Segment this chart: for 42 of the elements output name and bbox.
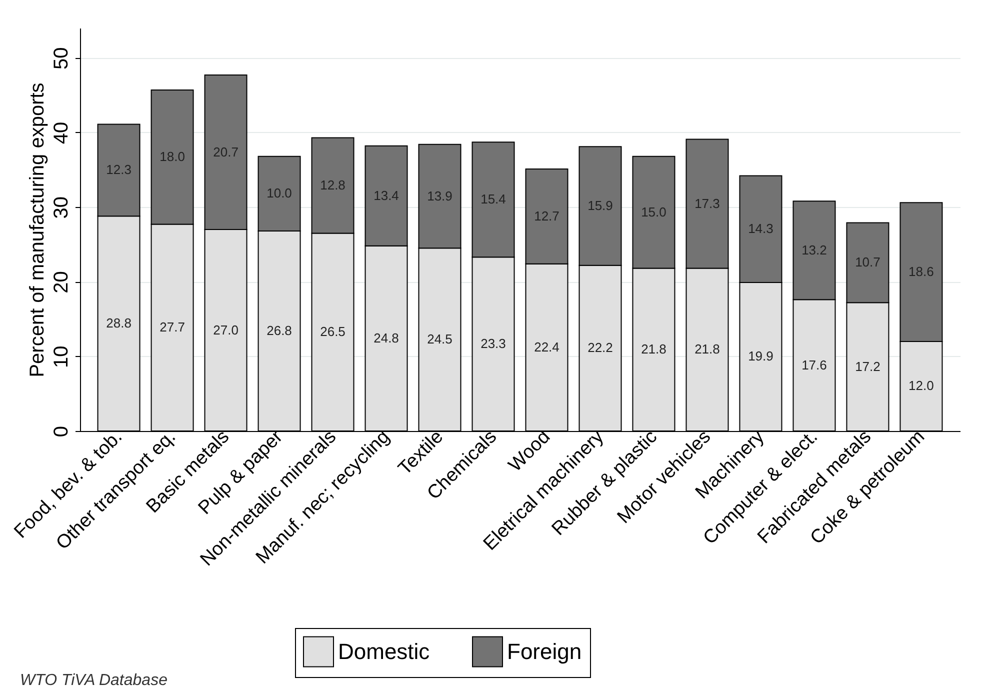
data-label: 13.4: [374, 188, 399, 203]
data-label: 13.9: [427, 188, 452, 204]
y-axis-title: Percent of manufacturing exports: [26, 82, 48, 378]
y-tick-label: 40: [50, 122, 72, 144]
data-label: 17.6: [802, 357, 827, 372]
data-label: 15.9: [588, 198, 613, 213]
data-label: 17.2: [855, 358, 880, 374]
data-label: 28.8: [106, 316, 132, 331]
data-label: 12.0: [908, 378, 934, 394]
data-label: 26.8: [266, 322, 292, 338]
data-label: 12.3: [106, 162, 132, 178]
data-label: 21.8: [641, 342, 666, 357]
data-label: 24.5: [427, 332, 452, 347]
data-label: 27.0: [213, 322, 238, 338]
y-tick-label: 30: [50, 196, 72, 219]
y-tick-label: 10: [50, 346, 72, 368]
data-label: 12.7: [534, 208, 560, 224]
data-label: 18.6: [908, 264, 934, 280]
data-label: 14.3: [748, 221, 774, 236]
y-tick-label: 50: [50, 47, 72, 70]
data-label: 26.5: [320, 324, 346, 340]
data-label: 22.4: [534, 339, 560, 354]
y-tick-label: 0: [50, 426, 72, 438]
data-label: 15.0: [641, 204, 666, 220]
data-label: 18.0: [160, 149, 185, 164]
data-label: 23.3: [480, 336, 506, 352]
data-label: 27.7: [160, 320, 185, 335]
data-label: 10.7: [855, 254, 880, 270]
legend-label: Domestic: [338, 638, 430, 664]
data-label: 15.4: [480, 192, 506, 207]
text: WTO TiVA Database: [20, 672, 168, 690]
y-tick-label: 20: [50, 271, 72, 294]
data-label: 19.9: [748, 348, 774, 364]
data-label: 13.2: [802, 242, 827, 258]
legend-label: Foreign: [507, 638, 582, 664]
data-label: 24.8: [374, 330, 399, 346]
data-label: 12.8: [320, 177, 346, 192]
data-label: 10.0: [266, 186, 292, 201]
data-label: 17.3: [694, 196, 720, 211]
data-label: 22.2: [588, 340, 613, 356]
data-label: 21.8: [694, 342, 720, 357]
data-label: 20.7: [213, 144, 238, 160]
